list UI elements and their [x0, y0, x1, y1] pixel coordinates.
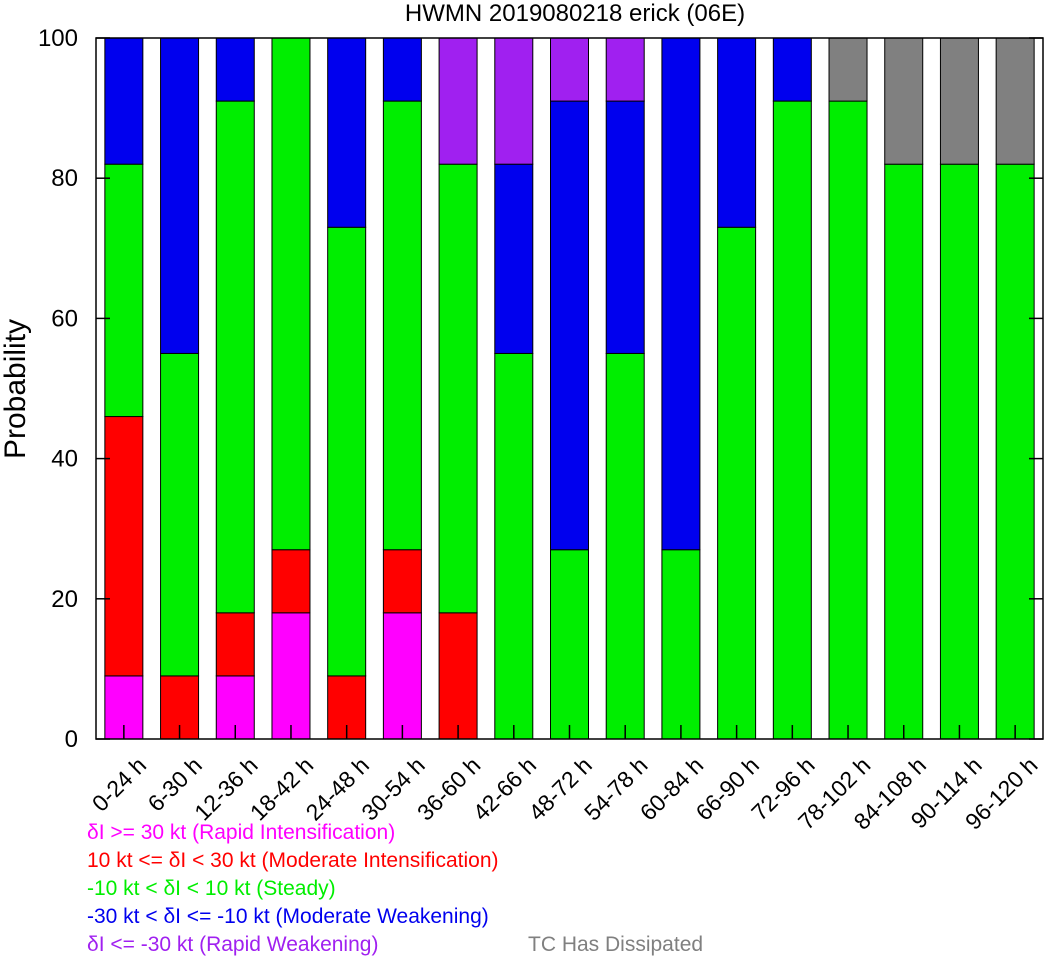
legend-entry-3: -10 kt < δI < 10 kt (Steady) [87, 877, 336, 900]
bar-segment-1-series-4 [104, 37, 144, 165]
y-tick-label: 60 [51, 305, 78, 332]
bar-segment-8-series-3 [494, 352, 534, 740]
y-tick-label: 0 [65, 726, 78, 753]
legend-entry-1: δI >= 30 kt (Rapid Intensification) [87, 821, 396, 844]
bar-segment-5-series-3 [327, 226, 367, 677]
bar-segment-14-series-3 [828, 100, 868, 740]
bar-segment-11-series-4 [661, 37, 701, 551]
bar-segment-5-series-4 [327, 37, 367, 228]
y-tick-label: 80 [51, 165, 78, 192]
bar-segment-1-series-2 [104, 416, 144, 677]
bar-segment-4-series-1 [271, 612, 311, 740]
bar-segment-12-series-4 [717, 37, 757, 228]
bar-segment-10-series-5 [605, 37, 645, 102]
legend-entry-2: 10 kt <= δI < 30 kt (Moderate Intensific… [87, 849, 499, 872]
bar-segment-8-series-4 [494, 163, 534, 354]
bar-segment-11-series-3 [661, 549, 701, 740]
bar-segment-4-series-3 [271, 37, 311, 551]
bar-segment-6-series-4 [382, 37, 422, 102]
legend-entry-4: -30 kt < δI <= -10 kt (Moderate Weakenin… [87, 905, 489, 928]
bars-group [104, 37, 1035, 740]
bar-segment-10-series-3 [605, 352, 645, 740]
bar-segment-9-series-3 [550, 549, 589, 740]
bar-segment-6-series-1 [382, 612, 422, 740]
bar-segment-16-series-6 [939, 37, 979, 165]
bar-segment-12-series-3 [717, 226, 757, 740]
bar-segment-6-series-2 [382, 549, 422, 614]
bar-segment-3-series-3 [215, 100, 255, 614]
bar-segment-7-series-2 [438, 612, 478, 740]
bar-segment-6-series-3 [382, 100, 422, 551]
bar-segment-2-series-4 [160, 37, 200, 354]
y-tick-label: 100 [38, 25, 78, 52]
bar-segment-8-series-5 [494, 37, 534, 165]
legend-entry-5: δI <= -30 kt (Rapid Weakening) [87, 933, 379, 956]
y-axis-label: Probability [0, 319, 32, 459]
legend-entry-6: TC Has Dissipated [528, 933, 704, 956]
bar-segment-14-series-6 [828, 37, 868, 102]
bar-segment-7-series-3 [438, 163, 478, 614]
bar-segment-13-series-3 [772, 100, 812, 740]
bar-segment-10-series-4 [605, 100, 645, 354]
bar-segment-3-series-4 [215, 37, 255, 102]
bar-segment-3-series-2 [215, 612, 255, 677]
bar-segment-15-series-6 [884, 37, 924, 165]
bar-segment-17-series-3 [995, 163, 1035, 740]
y-tick-label: 40 [51, 446, 78, 473]
x-tick-label: 0-24 h [87, 752, 152, 817]
bar-segment-9-series-4 [550, 100, 589, 551]
bar-segment-17-series-6 [995, 37, 1035, 165]
bar-segment-2-series-3 [160, 352, 200, 677]
bar-segment-7-series-5 [438, 37, 478, 165]
bar-segment-16-series-3 [939, 163, 979, 740]
bar-segment-13-series-4 [772, 37, 812, 102]
chart-title: HWMN 2019080218 erick (06E) [405, 0, 745, 27]
bar-segment-15-series-3 [884, 163, 924, 740]
bar-segment-4-series-2 [271, 549, 311, 614]
bar-segment-9-series-5 [550, 37, 589, 102]
bar-segment-1-series-3 [104, 163, 144, 418]
y-tick-label: 20 [51, 586, 78, 613]
